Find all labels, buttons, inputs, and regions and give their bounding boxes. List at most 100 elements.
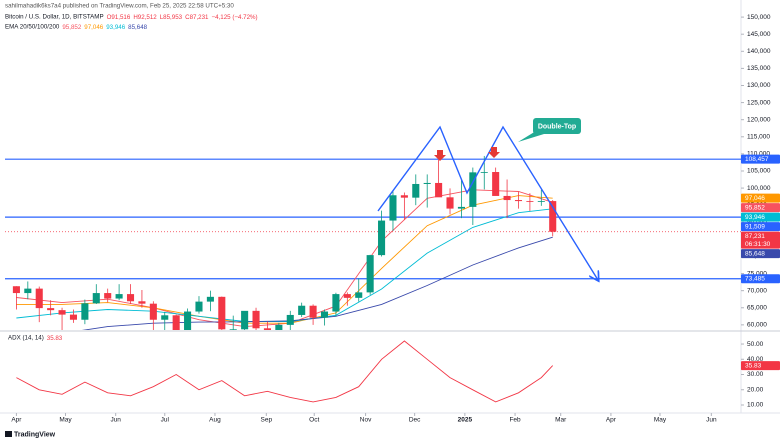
x-tick-label: 2025 xyxy=(458,417,473,424)
candle-body xyxy=(195,301,203,312)
candle-body xyxy=(480,172,488,173)
candle-body xyxy=(184,311,192,330)
candle-body xyxy=(126,294,135,302)
y-tick-label: 125,000 xyxy=(747,99,771,106)
candle-body xyxy=(503,195,511,201)
candle-body xyxy=(138,301,146,304)
ohlc-value: −4,125 (−4.72%) xyxy=(212,14,258,21)
candle-body xyxy=(309,305,317,318)
y-tick-label: 70,000 xyxy=(747,287,767,294)
x-tick-label: Aug xyxy=(209,417,221,424)
ohlc-value: O91,516 xyxy=(107,14,131,21)
candle-body xyxy=(412,183,420,198)
x-tick-label: Feb xyxy=(509,417,521,424)
price-label-box xyxy=(741,193,780,203)
x-tick-label: Jul xyxy=(161,417,170,424)
candle-body xyxy=(58,310,66,315)
y-tick-label: 60,000 xyxy=(747,322,767,329)
candle-body xyxy=(332,294,340,312)
annotation: Double-Top xyxy=(538,123,576,130)
candle-body xyxy=(24,288,32,294)
x-tick-label: May xyxy=(654,417,667,424)
price-label: 93,946 xyxy=(745,214,765,221)
price-label: 85,648 xyxy=(745,251,765,258)
y-tick-label: 140,000 xyxy=(747,48,771,55)
candle-body xyxy=(423,182,431,184)
x-tick-label: Oct xyxy=(309,417,319,424)
candle-body xyxy=(115,294,123,299)
y-tick-label: 40.00 xyxy=(747,356,764,363)
candle-body xyxy=(549,201,557,232)
candle-body xyxy=(275,324,283,330)
y-tick-label: 150,000 xyxy=(747,14,771,21)
candle-body xyxy=(172,315,180,330)
y-tick-label: 65,000 xyxy=(747,304,767,311)
trend-line xyxy=(377,125,598,280)
candle-body xyxy=(218,296,226,330)
price-label-box xyxy=(741,274,780,284)
x-tick-label: Jun xyxy=(706,417,717,424)
publisher: sahilmahadik6ks7a4 published on TradingV… xyxy=(5,3,234,10)
double-top-drawing: Double-Top xyxy=(377,118,598,280)
price-label-box xyxy=(741,212,780,222)
y-tick-label: 100,000 xyxy=(747,185,771,192)
x-tick-label: Apr xyxy=(606,417,617,424)
x-tick-label: Dec xyxy=(409,417,421,424)
y-tick-label: 145,000 xyxy=(747,31,771,38)
y-tick-label: 110,000 xyxy=(747,151,770,158)
candle-body xyxy=(47,308,55,311)
candle-body xyxy=(435,182,443,198)
candle-body xyxy=(104,293,112,299)
y-tick-label: 115,000 xyxy=(747,134,770,141)
ema-value: 95,852 xyxy=(62,24,81,31)
price-label-box xyxy=(741,231,780,249)
x-tick-label: Apr xyxy=(11,417,22,424)
adx-title: ADX (14, 14) 35.83 xyxy=(8,335,63,342)
candle-body xyxy=(149,303,157,320)
x-tick-label: Nov xyxy=(360,417,372,424)
y-tick-label: 20.00 xyxy=(747,386,764,393)
candle-body xyxy=(355,292,363,298)
price-label: 73,485 xyxy=(745,276,765,283)
candle-body xyxy=(252,310,260,329)
top-arrow xyxy=(434,150,446,161)
price-label-box xyxy=(741,249,780,259)
ema-value: 93,946 xyxy=(106,24,125,31)
price-label: 95,852 xyxy=(745,205,765,212)
y-tick-label: 130,000 xyxy=(747,82,771,89)
ema-label: EMA 20/50/100/200 95,852 97,046 93,946 85,64… xyxy=(5,24,148,31)
ema-value: 97,046 xyxy=(84,24,103,31)
countdown: 06:31:30 xyxy=(745,241,771,248)
price-label: 35.83 xyxy=(745,363,762,370)
candle-body xyxy=(69,314,78,320)
main-pane xyxy=(5,155,741,330)
ohlc-value: L85,953 xyxy=(160,14,183,21)
price-label-box xyxy=(741,154,780,164)
y-tick-label: 75,000 xyxy=(747,270,767,277)
candle-body xyxy=(92,293,100,304)
x-tick-label: Mar xyxy=(555,417,567,424)
ema-value: 85,648 xyxy=(128,24,147,31)
candle-body xyxy=(378,220,386,256)
candle-body xyxy=(492,172,500,196)
ohlc-value: C87,231 xyxy=(185,14,209,21)
candle-body xyxy=(35,288,43,309)
adx-value: 35.83 xyxy=(47,335,63,342)
candle-body xyxy=(229,329,237,330)
series-line xyxy=(16,340,554,403)
candle-body xyxy=(457,206,465,209)
y-tick-label: 30.00 xyxy=(747,371,764,378)
ohlc-value: H92,512 xyxy=(133,14,157,21)
candle-body xyxy=(12,286,20,294)
candle-body xyxy=(241,310,249,330)
price-label-box xyxy=(741,203,780,213)
candle-body xyxy=(286,314,294,325)
top-arrow xyxy=(488,147,500,158)
candle-body xyxy=(400,195,408,198)
price-label: 97,046 xyxy=(745,195,765,202)
price-label: 87,231 xyxy=(745,233,765,240)
y-tick-label: 105,000 xyxy=(747,168,771,175)
candle-body xyxy=(161,315,169,320)
